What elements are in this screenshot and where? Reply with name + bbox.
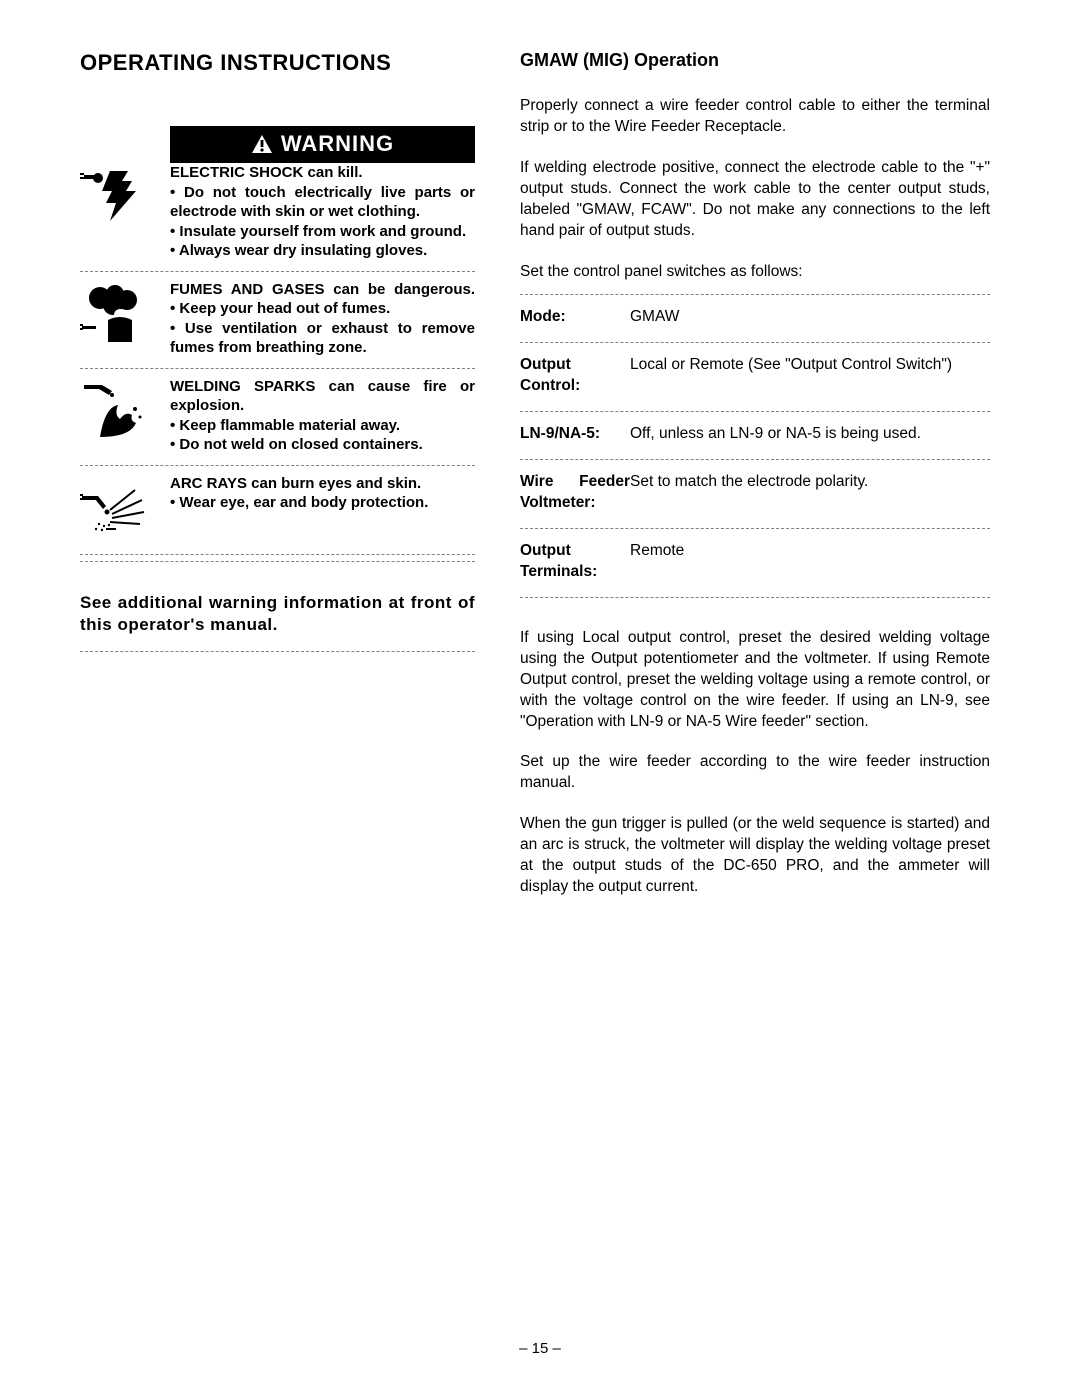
warning-banner: WARNING (170, 126, 475, 163)
fumes-icon (80, 280, 160, 350)
hazard-title: ELECTRIC SHOCK can kill. (170, 163, 475, 183)
see-additional-note: See additional warning information at fr… (80, 592, 475, 653)
hazard-bullets: Wear eye, ear and body protection. (170, 493, 475, 513)
arc-rays-icon (80, 474, 160, 544)
hazard-electric-shock: ELECTRIC SHOCK can kill. Do not touch el… (80, 163, 475, 272)
hazard-title: FUMES AND GASES can be dangerous. (170, 280, 475, 300)
hazard-bullets: Keep your head out of fumes. Use ventila… (170, 299, 475, 358)
settings-value: GMAW (630, 307, 990, 328)
paragraph: When the gun trigger is pulled (or the w… (520, 814, 990, 898)
paragraph: Set up the wire feeder according to the … (520, 752, 990, 794)
settings-value: Set to match the electrode polarity. (630, 472, 990, 514)
settings-label: LN-9/NA-5: (520, 424, 630, 445)
settings-row-output-control: Output Control: Local or Remote (See "Ou… (520, 343, 990, 412)
paragraph: If welding electrode positive, connect t… (520, 158, 990, 242)
settings-row-output-terminals: Output Terminals: Remote (520, 529, 990, 598)
right-column: GMAW (MIG) Operation Properly connect a … (520, 50, 990, 918)
page-number: – 15 – (0, 1340, 1080, 1357)
warning-label: WARNING (281, 131, 394, 157)
sparks-icon (80, 377, 160, 447)
paragraph: Set the control panel switches as follow… (520, 262, 990, 283)
settings-row-voltmeter: Wire Feeder Voltmeter: Set to match the … (520, 460, 990, 529)
hazard-arc-rays: ARC RAYS can burn eyes and skin. Wear ey… (80, 474, 475, 555)
hazard-bullets: Do not touch electrically live parts or … (170, 183, 475, 261)
paragraph: If using Local output control, preset th… (520, 628, 990, 733)
hazard-fumes: FUMES AND GASES can be dangerous. Keep y… (80, 280, 475, 369)
settings-row-mode: Mode: GMAW (520, 294, 990, 343)
hazard-title: WELDING SPARKS can cause fire or explosi… (170, 377, 475, 416)
settings-label: Output Terminals: (520, 541, 630, 583)
settings-value: Off, unless an LN-9 or NA-5 is being use… (630, 424, 990, 445)
left-column: OPERATING INSTRUCTIONS WARNING (80, 50, 475, 918)
warning-triangle-icon (251, 134, 273, 154)
paragraph: Properly connect a wire feeder control c… (520, 96, 990, 138)
settings-row-ln9na5: LN-9/NA-5: Off, unless an LN-9 or NA-5 i… (520, 412, 990, 460)
settings-label: Output Control: (520, 355, 630, 397)
settings-label: Mode: (520, 307, 630, 328)
hazard-sparks: WELDING SPARKS can cause fire or explosi… (80, 377, 475, 466)
electric-shock-icon (80, 163, 160, 233)
settings-label: Wire Feeder Voltmeter: (520, 472, 630, 514)
main-heading: OPERATING INSTRUCTIONS (80, 50, 475, 76)
settings-value: Local or Remote (See "Output Control Swi… (630, 355, 990, 397)
hazard-bullets: Keep flammable material away. Do not wel… (170, 416, 475, 455)
settings-value: Remote (630, 541, 990, 583)
gmaw-heading: GMAW (MIG) Operation (520, 50, 990, 71)
hazard-title: ARC RAYS can burn eyes and skin. (170, 474, 475, 494)
